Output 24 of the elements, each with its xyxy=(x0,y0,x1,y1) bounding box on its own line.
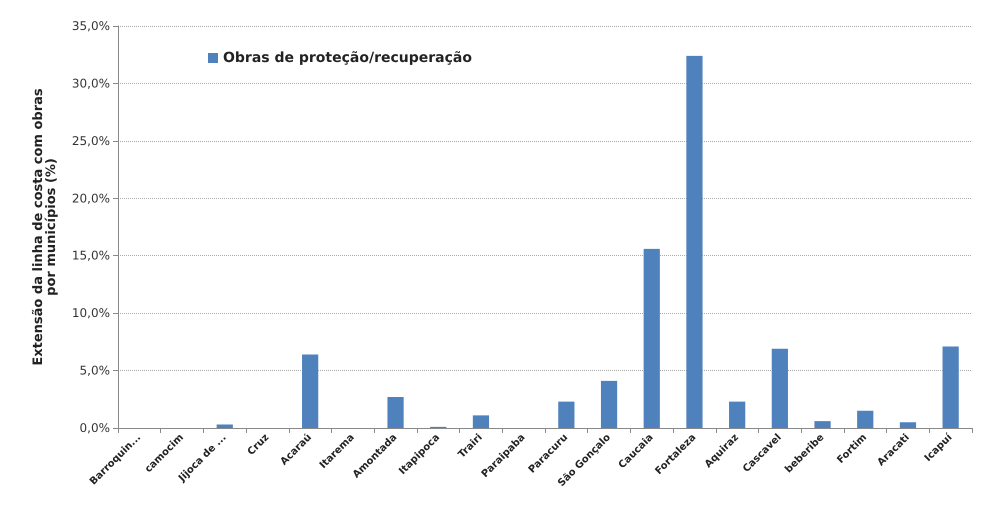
y-axis-title: Extensão da linha de costa com obras por municípios (%) xyxy=(31,88,59,366)
bar xyxy=(729,402,746,428)
y-tick-label: 5,0% xyxy=(80,364,110,378)
bar xyxy=(558,402,574,428)
bar xyxy=(644,248,660,428)
bar xyxy=(387,396,404,428)
bar xyxy=(216,424,233,428)
y-tick-label: 20,0% xyxy=(72,191,110,206)
bar xyxy=(814,421,831,428)
bar xyxy=(857,410,874,428)
bar xyxy=(900,422,916,428)
bar xyxy=(600,380,618,428)
y-tick-label: 35,0% xyxy=(72,19,110,33)
bar xyxy=(772,348,788,428)
bar xyxy=(942,346,959,428)
y-tick-label: 10,0% xyxy=(72,306,110,320)
legend-label: Obras de proteção/recuperação xyxy=(223,50,472,66)
y-tick-label: 25,0% xyxy=(72,134,110,148)
y-tick-label: 30,0% xyxy=(72,76,110,90)
bar xyxy=(686,56,703,428)
bar xyxy=(302,354,318,428)
y-tick-label: 0,0% xyxy=(80,421,110,435)
y-tick-label: 15,0% xyxy=(72,248,110,263)
bar xyxy=(472,415,490,428)
